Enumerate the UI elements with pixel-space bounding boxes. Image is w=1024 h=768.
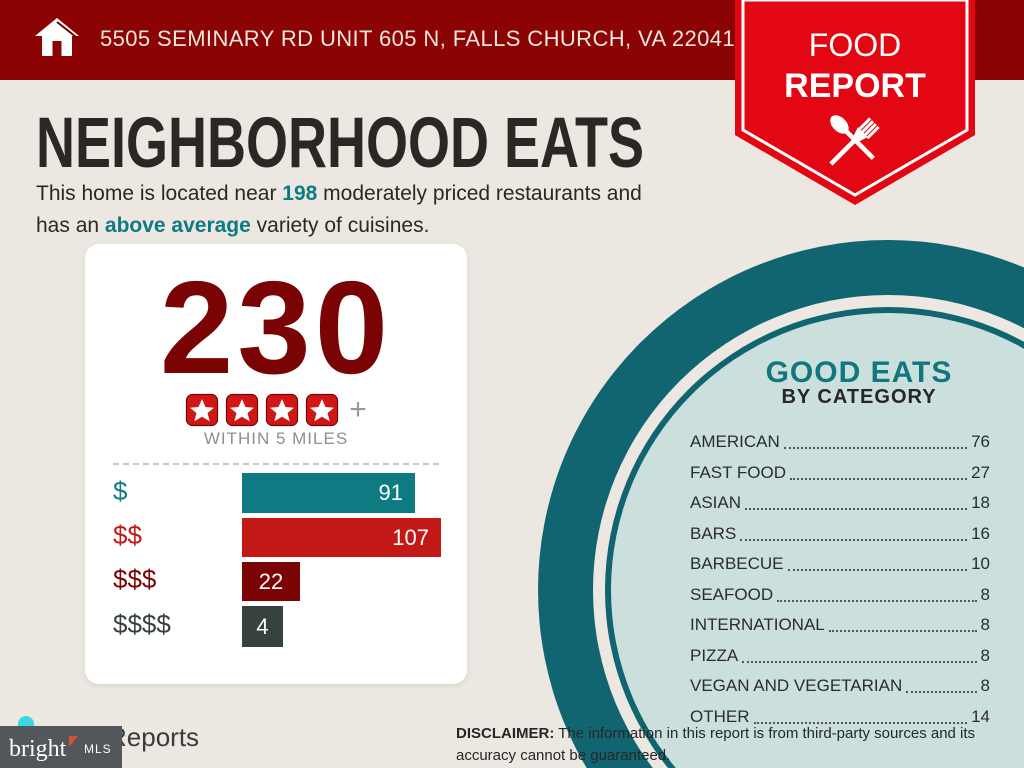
svg-text:bright: bright bbox=[9, 736, 67, 762]
svg-text:REPORT: REPORT bbox=[784, 67, 926, 105]
svg-text:MLS: MLS bbox=[84, 742, 112, 756]
svg-text:FOOD: FOOD bbox=[809, 27, 901, 63]
